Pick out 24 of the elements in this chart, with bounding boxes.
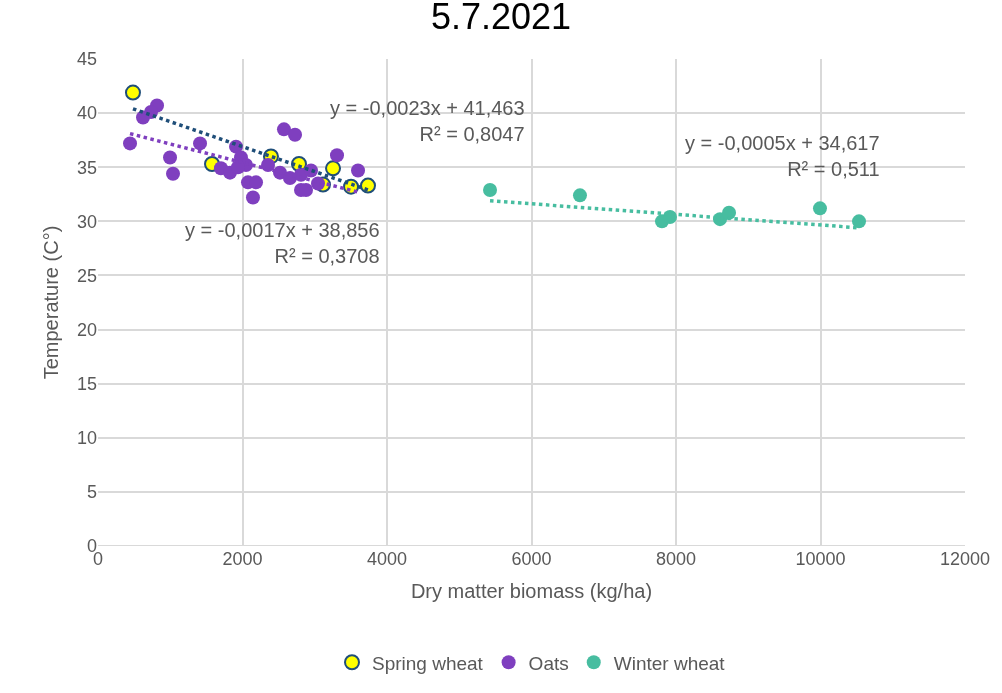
legend-label: Spring wheat (372, 652, 484, 674)
y-axis-title: Temperature (C°) (40, 225, 63, 380)
x-tick-label: 12000 (939, 549, 991, 569)
x-axis-title: Dry matter biomass (kg/ha) (410, 579, 653, 602)
y-tick-label: 25 (76, 265, 97, 286)
annotation: y = -0,0023x + 41,463 R² = 0,8047 (330, 97, 525, 145)
y-tick-label: 40 (76, 103, 97, 124)
y-tick-label: 5 (86, 482, 97, 503)
x-tick-label: 6000 (511, 549, 552, 569)
y-tick-label: 15 (76, 373, 97, 394)
x-tick-label: 10000 (795, 549, 846, 569)
x-tick-label: 4000 (366, 549, 408, 569)
y-tick-label: 20 (76, 319, 97, 340)
chart-title: 5.7.2021 (430, 0, 572, 37)
x-tick-label: 2000 (222, 549, 263, 569)
legend-label: Winter wheat (613, 652, 726, 674)
annotation: y = -0,0017x + 38,856 R² = 0,3708 (185, 219, 380, 267)
y-tick-label: 45 (76, 49, 97, 70)
y-tick-label: 10 (76, 428, 97, 449)
x-tick-label: 8000 (655, 549, 697, 569)
legend-label: Oats (528, 652, 569, 674)
y-tick-label: 30 (76, 211, 97, 232)
y-tick-label: 35 (76, 157, 97, 178)
annotation: y = -0,0005x + 34,617 R² = 0,511 (685, 132, 880, 180)
